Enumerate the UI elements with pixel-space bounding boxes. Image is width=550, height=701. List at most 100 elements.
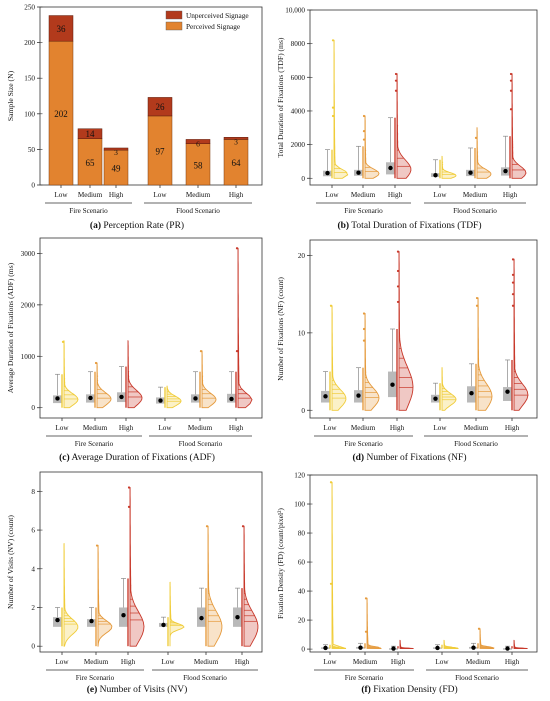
- raincloud-medium: [466, 127, 492, 179]
- y-tick-label: 20: [298, 617, 306, 625]
- raincloud-medium: [469, 627, 495, 650]
- x-tick-label: Low: [433, 424, 447, 432]
- y-tick-label: 10: [298, 329, 306, 337]
- outlier-point: [396, 285, 400, 288]
- x-tick-label: Low: [323, 424, 337, 432]
- raincloud-high: [117, 340, 143, 409]
- caption-tag: (d): [352, 452, 364, 463]
- outlier-point: [331, 106, 335, 109]
- x-tick-label: Low: [153, 191, 167, 199]
- raincloud-medium: [356, 597, 383, 650]
- mean-dot: [468, 170, 473, 175]
- raincloud-low: [156, 385, 182, 409]
- panel-caption: (a) Perception Rate (PR): [90, 220, 184, 231]
- x-tick-label: Medium: [83, 424, 108, 432]
- raincloud-medium: [354, 312, 380, 411]
- raincloud-medium: [86, 361, 112, 409]
- x-tick-label: Medium: [351, 424, 376, 432]
- outlier-point: [509, 72, 513, 76]
- panel-caption: (f) Fixation Density (FD): [361, 684, 457, 695]
- outlier-point: [396, 269, 400, 273]
- outlier-point: [396, 250, 400, 253]
- y-tick-label: 100: [24, 110, 35, 118]
- raincloud-high: [119, 486, 145, 647]
- outlier-point: [509, 108, 513, 111]
- x-tick-label: Medium: [353, 658, 378, 666]
- x-tick-label: High: [229, 191, 244, 199]
- violin-half: [237, 247, 253, 409]
- bar-perceived: [185, 143, 211, 186]
- mean-dot: [435, 645, 440, 651]
- x-tick-label: Low: [55, 658, 69, 666]
- y-tick-label: 2000: [291, 141, 306, 149]
- raincloud-high: [503, 639, 528, 651]
- mean-dot: [55, 617, 60, 623]
- x-tick-label: Medium: [194, 658, 219, 666]
- group-label: Flood Scenario: [176, 207, 220, 215]
- caption-text: Average Duration of Fixations (ADF): [70, 452, 215, 463]
- violin-half: [129, 486, 145, 647]
- bar-label-perceived: 202: [54, 109, 68, 119]
- violin-half: [476, 127, 492, 179]
- x-tick-label: Medium: [464, 424, 489, 432]
- x-tick-label: Low: [54, 191, 68, 199]
- outlier-point: [235, 350, 239, 353]
- mean-dot: [161, 622, 166, 628]
- outlier-point: [362, 114, 366, 118]
- mean-dot: [119, 394, 124, 400]
- bar-unperceived: [103, 147, 129, 151]
- panel-number-of-visits: 0 2 4 6 8 Number of Visits (NV) (count) Low Med…: [6, 471, 263, 695]
- iqr-box: [503, 387, 512, 401]
- mean-dot: [391, 646, 396, 651]
- outlier-point: [127, 505, 131, 508]
- y-tick-label: 0: [301, 407, 305, 415]
- plot-frame: [39, 237, 263, 419]
- raincloud-high: [501, 72, 527, 179]
- raincloud-low: [433, 639, 459, 651]
- plot-frame: [309, 474, 538, 653]
- legend-label: Perceived Signage: [186, 22, 240, 31]
- y-tick-label: 8: [31, 488, 35, 496]
- bar-unperceived: [48, 15, 74, 42]
- y-axis-label: Average Duration of Fixations (ADF) (ms): [6, 262, 15, 393]
- y-tick-label: 60: [298, 559, 306, 567]
- y-axis-label: Sample Size (N): [6, 70, 15, 121]
- bar-perceived: [48, 40, 74, 186]
- outlier-point: [511, 273, 515, 276]
- x-tick-label: Medium: [466, 658, 491, 666]
- bar-label-unperceived: 6: [196, 139, 200, 148]
- plot-frame: [309, 9, 538, 186]
- mean-dot: [388, 165, 393, 171]
- outlier-point: [362, 339, 366, 342]
- outlier-point: [394, 89, 398, 92]
- x-tick-label: Low: [325, 191, 339, 199]
- y-axis-label: Fixation Density (FD) (count/pixel²): [276, 508, 285, 619]
- mean-dot: [505, 389, 510, 394]
- outlier-point: [394, 79, 398, 82]
- outlier-point: [474, 136, 478, 139]
- y-axis-label: Number of Fixations (NF) (count): [276, 277, 285, 381]
- bar-perceived: [223, 139, 249, 186]
- mean-dot: [358, 645, 363, 650]
- group-label: Fire Scenario: [76, 674, 115, 682]
- y-tick-label: 120: [294, 472, 305, 480]
- outlier-point: [362, 312, 366, 315]
- plot-frame: [309, 239, 538, 419]
- raincloud-medium: [197, 525, 223, 647]
- outlier-point: [331, 114, 335, 118]
- x-tick-label: High: [388, 191, 403, 199]
- violin-half: [331, 305, 347, 411]
- outlier-point: [329, 582, 333, 585]
- y-tick-label: 20: [298, 252, 306, 260]
- violin-half: [366, 597, 383, 649]
- violin-half: [207, 525, 223, 647]
- y-tick-label: 3000: [21, 250, 36, 258]
- violin-half: [96, 362, 112, 409]
- raincloud-high: [227, 247, 253, 409]
- outlier-point: [509, 89, 513, 92]
- raincloud-high: [386, 72, 412, 179]
- y-tick-label: 40: [298, 588, 306, 596]
- bar-label-unperceived: 26: [156, 102, 166, 112]
- violin-half: [63, 543, 79, 647]
